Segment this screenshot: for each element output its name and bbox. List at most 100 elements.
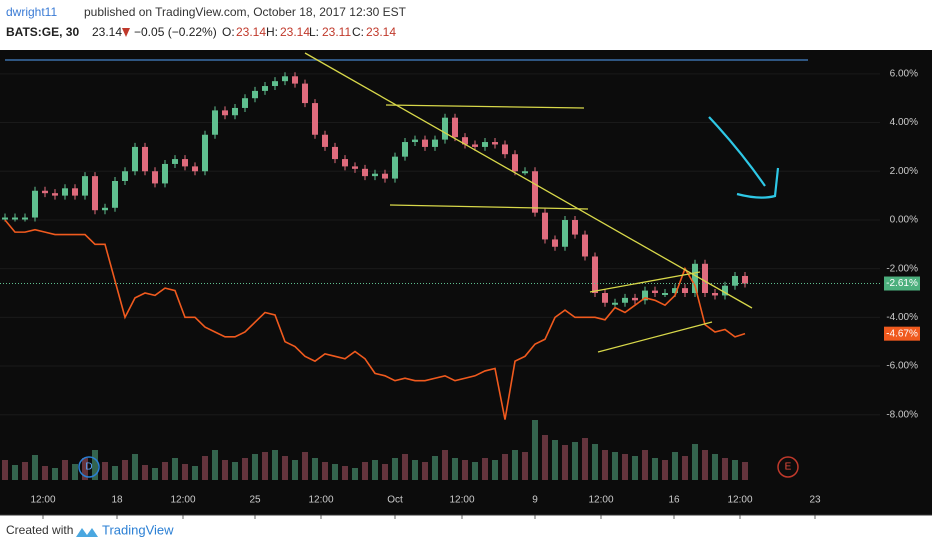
earnings-label: E: [785, 462, 792, 473]
candle: [282, 76, 288, 82]
candle: [332, 146, 338, 160]
candle: [132, 146, 138, 172]
candle: [42, 190, 48, 194]
candle: [102, 207, 108, 211]
candle: [322, 134, 328, 147]
y-tick-label: -4.00%: [886, 312, 918, 323]
user[interactable]: dwright11: [6, 5, 57, 19]
candle: [112, 181, 118, 208]
brand[interactable]: TradingView: [102, 522, 174, 537]
candle: [302, 83, 308, 104]
volume-bar: [632, 456, 638, 480]
candle: [662, 293, 668, 296]
o-label: O:: [222, 25, 235, 39]
volume-bar: [332, 464, 338, 480]
published: published on TradingView.com, October 18…: [84, 5, 407, 19]
price-badge-label: -2.61%: [886, 278, 918, 289]
volume-bar: [412, 460, 418, 480]
volume-bar: [562, 445, 568, 480]
volume-bar: [292, 460, 298, 480]
volume-bar: [182, 464, 188, 480]
x-tick-label: Oct: [387, 495, 403, 506]
candle: [472, 144, 478, 147]
candle: [192, 166, 198, 172]
volume-bar: [62, 460, 68, 480]
h-label: H:: [266, 25, 278, 39]
candle: [622, 297, 628, 303]
header-bg: [0, 0, 932, 50]
y-tick-label: 0.00%: [890, 215, 918, 226]
candle: [212, 110, 218, 135]
candle: [602, 293, 608, 303]
candle: [692, 263, 698, 294]
volume-bar: [552, 440, 558, 480]
candle: [542, 212, 548, 240]
candle: [142, 146, 148, 172]
volume-bar: [102, 462, 108, 480]
x-tick-label: 12:00: [449, 495, 474, 506]
candle: [252, 90, 258, 99]
volume-bar: [502, 454, 508, 480]
candle: [442, 117, 448, 140]
volume-bar: [702, 450, 708, 480]
volume-bar: [382, 464, 388, 480]
dividend-marker[interactable]: [78, 456, 100, 478]
x-tick-label: 12:00: [588, 495, 613, 506]
price-badge: [884, 276, 920, 291]
volume-bar: [612, 452, 618, 480]
volume-bar: [522, 452, 528, 480]
trendline: [385, 104, 585, 109]
candle: [572, 219, 578, 235]
c-label: C:: [352, 25, 364, 39]
l-label: L:: [309, 25, 319, 39]
chart-bg: [0, 50, 932, 515]
volume-bar: [192, 466, 198, 480]
candle: [712, 293, 718, 296]
candle: [612, 302, 618, 305]
candle: [122, 171, 128, 181]
candle: [432, 139, 438, 147]
candle: [2, 217, 8, 220]
volume-bar: [712, 454, 718, 480]
candle: [722, 285, 728, 296]
volume-bar: [622, 454, 628, 480]
candle: [702, 263, 708, 294]
hand-drawing: [708, 116, 780, 199]
candle: [522, 171, 528, 174]
earnings-marker[interactable]: [777, 456, 799, 478]
candle: [462, 137, 468, 145]
candle: [672, 288, 678, 294]
l: 23.11: [322, 25, 351, 39]
volume-bar: [592, 444, 598, 480]
candle: [352, 166, 358, 169]
volume-bar: [72, 464, 78, 480]
dividend-label: D: [85, 462, 92, 473]
volume-bar: [422, 462, 428, 480]
volume-bar: [662, 460, 668, 480]
down-arrow: [122, 28, 130, 37]
candle: [382, 173, 388, 179]
volume-bar: [722, 458, 728, 480]
x-tick-label: 16: [668, 495, 680, 506]
volume-bar: [152, 468, 158, 480]
y-tick-label: -8.00%: [886, 409, 918, 420]
x-tick-label: 12:00: [170, 495, 195, 506]
logo: [76, 528, 98, 537]
candle: [492, 142, 498, 145]
volume-bar: [262, 452, 268, 480]
volume-bar: [362, 462, 368, 480]
candle: [272, 81, 278, 87]
volume-bar: [312, 458, 318, 480]
h: 23.14: [280, 25, 310, 39]
candle: [582, 234, 588, 257]
candle: [732, 275, 738, 286]
volume-bar: [132, 454, 138, 480]
volume-bar: [472, 462, 478, 480]
x-tick-label: 12:00: [727, 495, 752, 506]
volume-bar: [282, 456, 288, 480]
candle: [412, 139, 418, 143]
volume-bar: [172, 458, 178, 480]
volume-bar: [402, 454, 408, 480]
trendline: [389, 204, 589, 210]
